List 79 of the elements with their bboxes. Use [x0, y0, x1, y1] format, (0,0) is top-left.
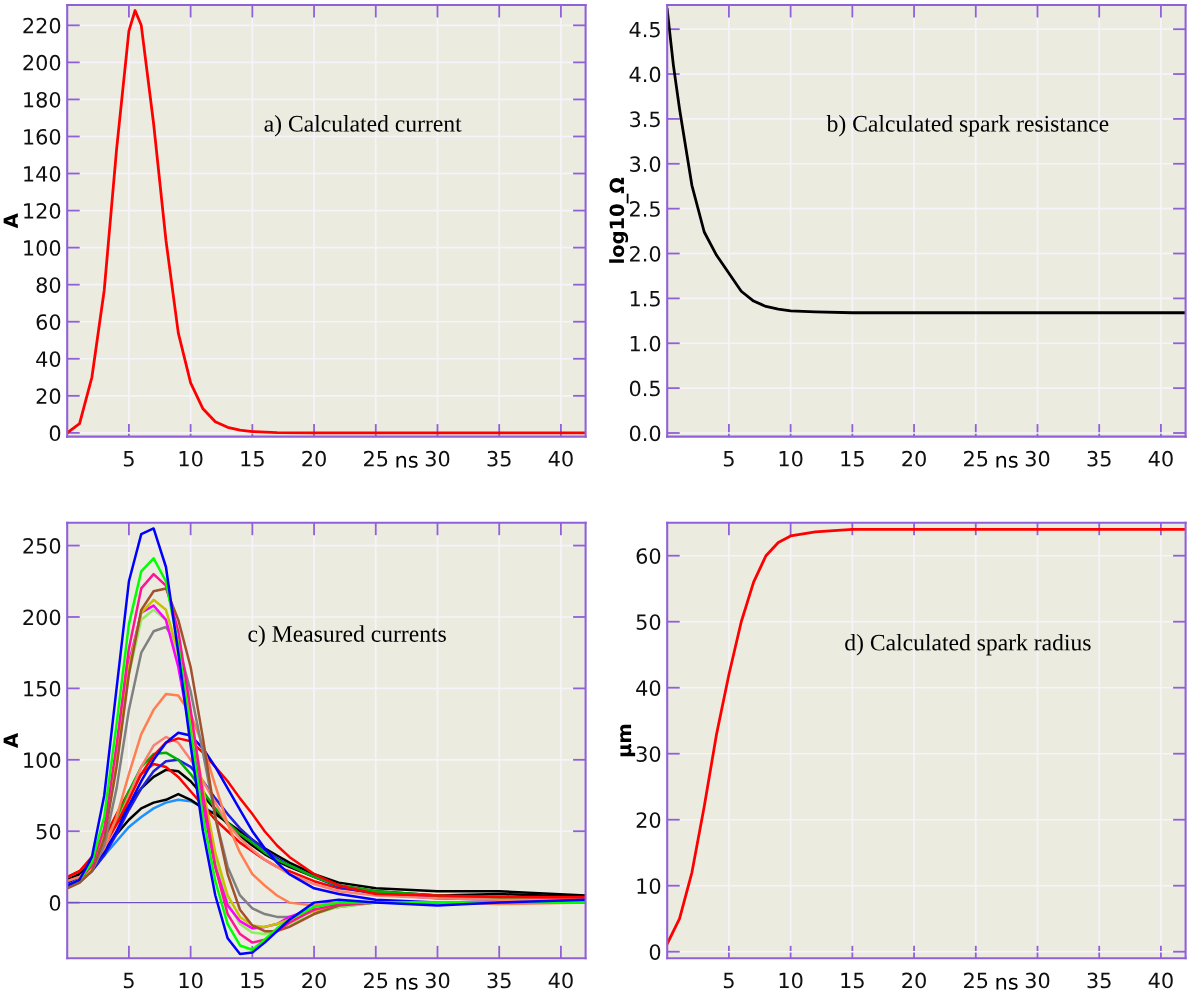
y-tick-label: 4.5 — [629, 21, 660, 38]
x-tick-label: 30 — [1025, 450, 1050, 467]
text: d) Calculated spark radius — [845, 633, 1091, 656]
y-tick-label: 160 — [24, 128, 61, 145]
x-tick-label: 40 — [548, 450, 573, 467]
y-tick-label: 250 — [23, 538, 61, 554]
x-tick-label: 5 — [123, 972, 134, 989]
x-tick-label: 5 — [723, 972, 734, 989]
x-tick-label: 30 — [425, 450, 450, 467]
y-tick-label: 2.5 — [630, 201, 660, 217]
x-tick-label: 15 — [841, 451, 864, 467]
x-tick-label: 10 — [179, 972, 203, 989]
y-tick-label: 20 — [636, 812, 661, 828]
x-tick-label: 20 — [302, 450, 326, 467]
y-tick-label: 100 — [24, 752, 61, 769]
x-tick-label: 20 — [302, 972, 326, 989]
x-tick-label: 40 — [548, 972, 573, 989]
x-tick-label: 25 — [364, 972, 388, 989]
y-axis-title: A — [3, 733, 18, 748]
x-tick-label: 25 — [364, 450, 388, 467]
x-tick-label: 35 — [1087, 450, 1111, 467]
x-axis-title: ns — [396, 977, 418, 990]
x-tick-label: 35 — [1087, 972, 1111, 989]
y-tick-label: 50 — [36, 823, 61, 840]
x-tick-label: 5 — [123, 451, 134, 467]
y-tick-label: 80 — [36, 277, 61, 293]
x-tick-label: 40 — [1148, 450, 1173, 467]
y-tick-label: 200 — [23, 609, 61, 626]
y-tick-label: 10 — [637, 878, 661, 894]
x-tick-label: 10 — [779, 450, 803, 467]
y-tick-label: 4.0 — [629, 66, 661, 83]
y-tick-label: 60 — [36, 314, 61, 330]
text: c) Measured currents — [248, 625, 446, 647]
y-tick-label: 100 — [24, 240, 61, 256]
y-tick-label: 60 — [636, 548, 661, 564]
y-tick-label: 150 — [24, 680, 61, 697]
y-tick-label: 140 — [24, 165, 61, 182]
x-tick-label: 25 — [964, 972, 988, 989]
y-tick-label: 40 — [636, 680, 661, 696]
y-tick-label: 0.0 — [629, 425, 661, 442]
y-tick-label: 3.5 — [630, 111, 660, 128]
y-tick-label: 40 — [36, 351, 61, 367]
y-tick-label: 220 — [23, 17, 61, 34]
y-tick-label: 0 — [649, 944, 661, 960]
y-tick-label: 0 — [49, 895, 61, 911]
y-axis-title: A — [3, 213, 18, 229]
text: b) Calculated spark resistance — [826, 115, 1109, 137]
x-tick-label: 25 — [964, 450, 988, 467]
y-tick-label: 2.0 — [630, 245, 661, 262]
x-tick-label: 35 — [487, 972, 511, 989]
y-tick-label: 180 — [24, 91, 61, 108]
x-tick-label: 10 — [779, 972, 803, 989]
x-tick-label: 40 — [1148, 972, 1173, 989]
y-axis-title: µm — [620, 724, 636, 757]
y-tick-label: 1.0 — [630, 335, 661, 352]
x-axis-title: ns — [996, 977, 1018, 990]
y-tick-label: 1.5 — [630, 291, 660, 307]
x-tick-label: 15 — [241, 972, 264, 989]
y-tick-label: 50 — [636, 614, 661, 630]
x-tick-label: 5 — [723, 451, 734, 467]
x-tick-label: 10 — [179, 450, 203, 467]
y-tick-label: 30 — [636, 746, 661, 762]
x-tick-label: 35 — [487, 450, 511, 467]
x-axis-title: ns — [396, 455, 418, 468]
y-tick-label: 200 — [23, 54, 61, 71]
x-tick-label: 15 — [241, 451, 264, 467]
y-axis-title: log10_Ω — [609, 177, 629, 263]
x-tick-label: 30 — [425, 972, 450, 989]
x-tick-label: 30 — [1025, 972, 1050, 989]
x-tick-label: 20 — [902, 450, 926, 467]
x-axis-title: ns — [996, 455, 1018, 468]
y-tick-label: 0.5 — [629, 380, 660, 397]
y-tick-label: 3.0 — [630, 156, 661, 172]
y-tick-label: 0 — [49, 425, 61, 442]
text: a) Calculated current — [264, 115, 462, 137]
y-tick-label: 120 — [24, 203, 61, 219]
y-tick-label: 20 — [36, 388, 61, 405]
x-tick-label: 20 — [902, 972, 926, 989]
x-tick-label: 15 — [841, 972, 864, 989]
